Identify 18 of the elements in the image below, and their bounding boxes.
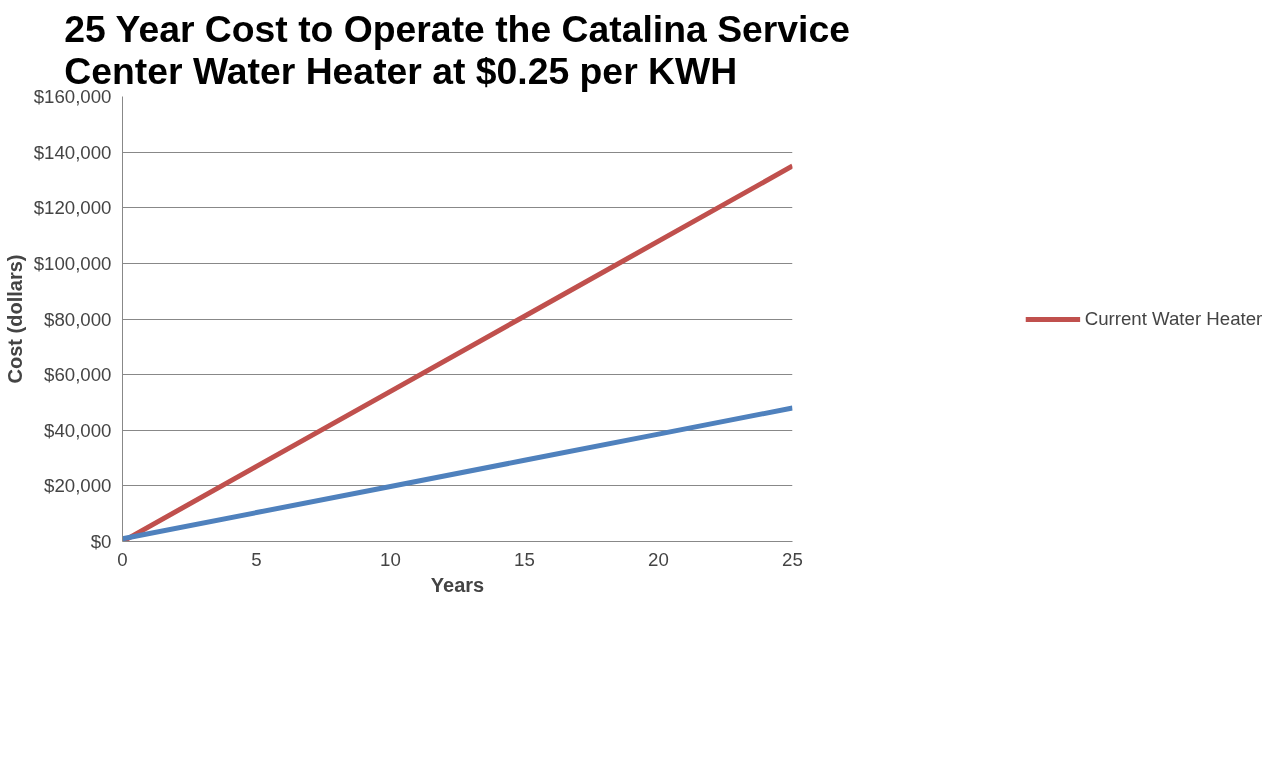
y-tick-label: $20,000 bbox=[44, 475, 112, 497]
y-tick-label: $0 bbox=[90, 531, 112, 552]
x-tick-label: 10 bbox=[380, 548, 401, 570]
y-tick-label: $120,000 bbox=[33, 197, 112, 219]
x-tick-label: 15 bbox=[514, 548, 535, 570]
y-tick-label: $60,000 bbox=[44, 364, 112, 386]
y-axis-title: Cost (dollars) bbox=[3, 254, 26, 384]
y-tick-label: $100,000 bbox=[33, 252, 112, 274]
legend-label: Current Water Heater bbox=[1084, 307, 1263, 330]
x-axis-title: Years bbox=[430, 573, 485, 596]
y-tick-label: $160,000 bbox=[33, 86, 112, 107]
x-tick-label: 25 bbox=[782, 548, 803, 570]
y-tick-label: $80,000 bbox=[44, 308, 112, 330]
y-tick-label: $140,000 bbox=[33, 141, 112, 163]
x-tick-label: 20 bbox=[648, 548, 669, 570]
x-tick-label: 0 bbox=[117, 548, 128, 570]
x-tick-label: 5 bbox=[251, 548, 262, 570]
y-tick-label: $40,000 bbox=[44, 419, 112, 441]
